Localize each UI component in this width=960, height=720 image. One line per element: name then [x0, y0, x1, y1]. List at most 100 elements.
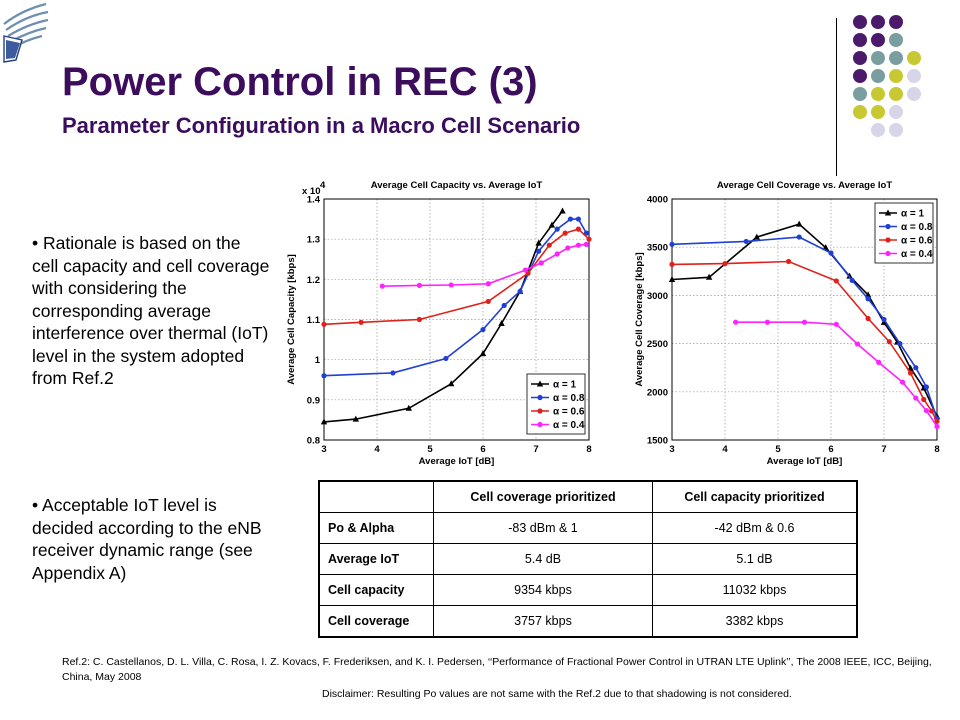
data-point	[764, 319, 770, 325]
data-point	[501, 302, 507, 309]
legend-marker	[537, 408, 543, 414]
data-point	[321, 321, 327, 327]
decorative-dot	[907, 69, 921, 83]
data-point	[320, 418, 328, 425]
decorative-dot	[907, 87, 921, 101]
data-point	[352, 415, 359, 422]
page-subtitle: Parameter Configuration in a Macro Cell …	[62, 113, 581, 138]
table-row: Cell coverage 3757 kbps 3382 kbps	[318, 605, 858, 638]
disclaimer-text: Disclaimer: Resulting Po values are not …	[322, 688, 792, 700]
data-point	[416, 282, 422, 288]
series-line	[671, 260, 938, 422]
legend-label: α = 1	[901, 209, 925, 220]
data-point	[535, 239, 542, 246]
data-point	[796, 234, 802, 240]
decorative-dot	[871, 33, 885, 47]
data-point	[668, 275, 676, 282]
data-point	[846, 272, 853, 279]
data-point	[881, 316, 887, 323]
legend-marker	[537, 394, 543, 401]
y-multiplier-label: x 10	[302, 186, 321, 197]
x-tick-label: 7	[533, 444, 538, 455]
data-point	[854, 341, 861, 347]
y-tick-label: 3000	[647, 291, 668, 302]
legend-marker	[885, 250, 891, 257]
table-header-cell: Cell coverage prioritized	[433, 480, 653, 513]
series-line	[323, 210, 564, 423]
data-point	[929, 408, 935, 414]
decorative-dot	[853, 69, 867, 83]
data-point	[833, 321, 839, 327]
data-point	[379, 283, 385, 289]
data-point	[546, 242, 552, 248]
reference-text: Ref.2: C. Castellanos, D. L. Villa, C. R…	[62, 656, 932, 683]
data-point	[480, 326, 486, 333]
x-tick-label: 5	[775, 444, 781, 455]
data-point	[485, 281, 491, 287]
table-header-row: Cell coverage prioritized Cell capacity …	[318, 480, 858, 513]
data-point	[743, 238, 749, 245]
data-point	[448, 380, 455, 387]
bullet-acceptable-iot: • Acceptable IoT level is decided accord…	[32, 495, 262, 583]
page-title: Power Control in REC (3)	[62, 60, 538, 104]
chart-title: Average Cell Coverage vs. Average IoT	[717, 180, 892, 191]
x-axis-label: Average IoT [dB]	[767, 456, 843, 467]
y-tick-label: 1.1	[307, 315, 321, 326]
data-point	[567, 216, 574, 222]
data-point	[479, 350, 487, 357]
decorative-vertical-line	[836, 18, 837, 176]
data-point	[416, 316, 422, 323]
y-tick-label: 3500	[647, 243, 668, 254]
decorative-dot	[889, 123, 903, 137]
data-point	[907, 364, 914, 371]
table-cell: 5.1 dB	[652, 543, 858, 575]
company-logo	[3, 2, 49, 63]
data-point	[522, 267, 528, 273]
data-point	[753, 233, 760, 240]
data-point	[575, 216, 581, 222]
legend-label: α = 0.6	[553, 407, 585, 418]
table-cell: 11032 kbps	[652, 574, 858, 606]
data-point	[443, 355, 449, 362]
decorative-dot	[871, 123, 885, 137]
y-tick-label: 1.3	[307, 235, 320, 246]
data-point	[923, 407, 929, 414]
series-line	[735, 321, 938, 427]
y-multiplier-exponent: 4	[320, 180, 326, 191]
series-line	[382, 243, 587, 287]
decorative-dot	[889, 33, 903, 47]
data-point	[786, 258, 792, 265]
x-tick-label: 3	[669, 444, 674, 455]
data-point	[548, 221, 556, 228]
data-point	[833, 278, 839, 284]
decorative-dot	[889, 15, 903, 29]
y-tick-label: 0.8	[307, 436, 320, 447]
data-point	[886, 339, 892, 345]
data-point	[358, 319, 364, 325]
decorative-dot	[889, 105, 903, 119]
decorative-dot-grid	[853, 15, 921, 137]
decorative-dot	[853, 51, 867, 65]
comparison-table: Cell coverage prioritized Cell capacity …	[318, 480, 858, 638]
x-tick-label: 6	[828, 444, 833, 455]
legend-marker	[536, 380, 544, 387]
data-point	[390, 370, 396, 376]
y-tick-label: 2000	[647, 387, 668, 398]
decorative-dot	[907, 51, 921, 65]
data-point	[865, 296, 871, 302]
y-tick-label: 4000	[647, 195, 668, 206]
data-point	[554, 251, 560, 257]
data-point	[575, 226, 581, 232]
legend-marker	[885, 237, 891, 243]
decorative-dot	[853, 33, 867, 47]
data-point	[321, 373, 327, 379]
y-tick-label: 1500	[647, 436, 668, 447]
table-cell: 5.4 dB	[433, 543, 653, 575]
decorative-dot	[889, 87, 903, 101]
x-axis-label: Average IoT [dB]	[419, 456, 495, 467]
x-tick-label: 7	[881, 444, 886, 455]
data-point	[722, 260, 728, 267]
decorative-dot	[871, 69, 885, 83]
data-point	[796, 220, 803, 227]
x-tick-label: 8	[934, 444, 939, 455]
